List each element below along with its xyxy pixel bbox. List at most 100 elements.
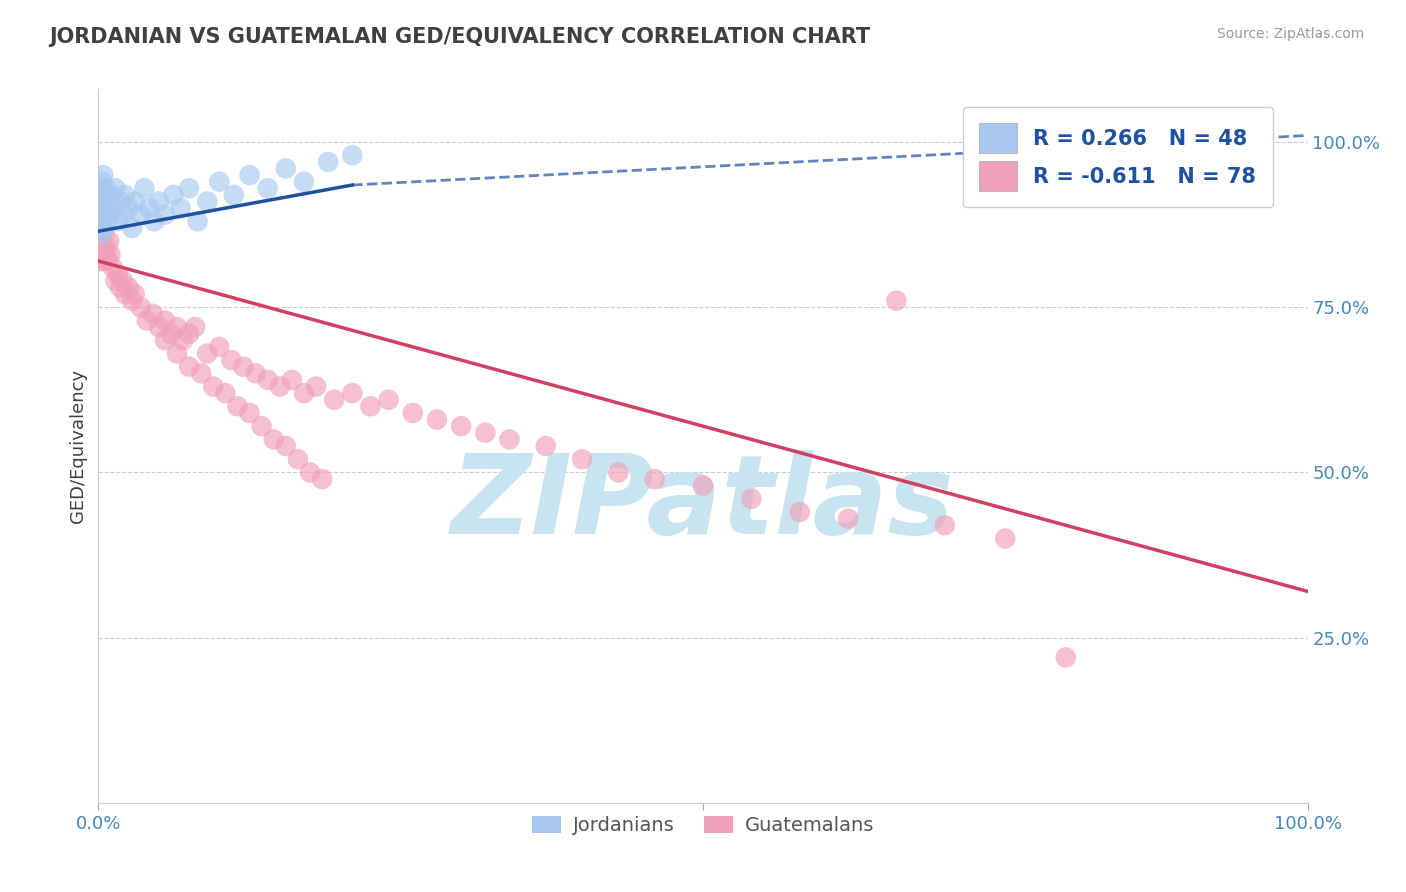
- Point: [292, 175, 315, 189]
- Point: [571, 452, 593, 467]
- Legend: Jordanians, Guatemalans: Jordanians, Guatemalans: [524, 808, 882, 843]
- Point: [450, 419, 472, 434]
- Point: [934, 518, 956, 533]
- Point: [226, 400, 249, 414]
- Point: [94, 181, 117, 195]
- Point: [108, 280, 131, 294]
- Point: [97, 254, 120, 268]
- Text: Source: ZipAtlas.com: Source: ZipAtlas.com: [1216, 27, 1364, 41]
- Point: [179, 326, 201, 341]
- Point: [323, 392, 346, 407]
- Point: [263, 433, 285, 447]
- Point: [160, 326, 183, 341]
- Point: [90, 227, 112, 242]
- Point: [221, 353, 243, 368]
- Point: [740, 491, 762, 506]
- Point: [498, 433, 520, 447]
- Point: [118, 201, 141, 215]
- Point: [90, 181, 112, 195]
- Point: [89, 221, 111, 235]
- Point: [114, 188, 136, 202]
- Point: [100, 247, 122, 261]
- Point: [93, 221, 115, 235]
- Point: [108, 194, 131, 209]
- Point: [143, 214, 166, 228]
- Point: [172, 333, 194, 347]
- Point: [93, 254, 115, 268]
- Point: [90, 227, 112, 242]
- Point: [305, 379, 328, 393]
- Point: [129, 208, 152, 222]
- Point: [311, 472, 333, 486]
- Point: [107, 267, 129, 281]
- Point: [91, 175, 114, 189]
- Point: [93, 227, 115, 242]
- Point: [692, 478, 714, 492]
- Point: [287, 452, 309, 467]
- Point: [299, 466, 322, 480]
- Point: [104, 274, 127, 288]
- Point: [93, 188, 115, 202]
- Point: [256, 181, 278, 195]
- Point: [534, 439, 557, 453]
- Point: [162, 188, 184, 202]
- Point: [190, 367, 212, 381]
- Point: [96, 214, 118, 228]
- Y-axis label: GED/Equivalency: GED/Equivalency: [69, 369, 87, 523]
- Point: [789, 505, 811, 519]
- Point: [111, 208, 134, 222]
- Point: [402, 406, 425, 420]
- Point: [202, 379, 225, 393]
- Point: [91, 168, 114, 182]
- Point: [239, 406, 262, 420]
- Point: [91, 247, 114, 261]
- Point: [239, 168, 262, 182]
- Point: [91, 194, 114, 209]
- Point: [91, 234, 114, 248]
- Point: [166, 320, 188, 334]
- Point: [124, 194, 146, 209]
- Point: [214, 386, 236, 401]
- Point: [121, 293, 143, 308]
- Point: [97, 194, 120, 209]
- Point: [169, 201, 191, 215]
- Point: [138, 201, 160, 215]
- Point: [607, 466, 630, 480]
- Point: [101, 201, 124, 215]
- Point: [292, 386, 315, 401]
- Point: [316, 154, 339, 169]
- Point: [994, 532, 1017, 546]
- Point: [179, 359, 201, 374]
- Point: [256, 373, 278, 387]
- Point: [90, 214, 112, 228]
- Point: [250, 419, 273, 434]
- Point: [360, 400, 382, 414]
- Point: [148, 320, 170, 334]
- Point: [222, 188, 245, 202]
- Point: [135, 313, 157, 327]
- Point: [281, 373, 304, 387]
- Point: [111, 274, 134, 288]
- Point: [342, 386, 364, 401]
- Point: [129, 300, 152, 314]
- Point: [98, 234, 121, 248]
- Point: [195, 346, 218, 360]
- Point: [90, 254, 112, 268]
- Point: [153, 208, 176, 222]
- Point: [208, 340, 231, 354]
- Point: [118, 280, 141, 294]
- Point: [208, 175, 231, 189]
- Point: [101, 260, 124, 275]
- Point: [91, 214, 114, 228]
- Point: [89, 241, 111, 255]
- Point: [184, 320, 207, 334]
- Point: [104, 181, 127, 195]
- Point: [474, 425, 496, 440]
- Point: [153, 333, 176, 347]
- Point: [89, 208, 111, 222]
- Point: [886, 293, 908, 308]
- Point: [94, 247, 117, 261]
- Point: [377, 392, 399, 407]
- Point: [342, 148, 364, 162]
- Point: [426, 412, 449, 426]
